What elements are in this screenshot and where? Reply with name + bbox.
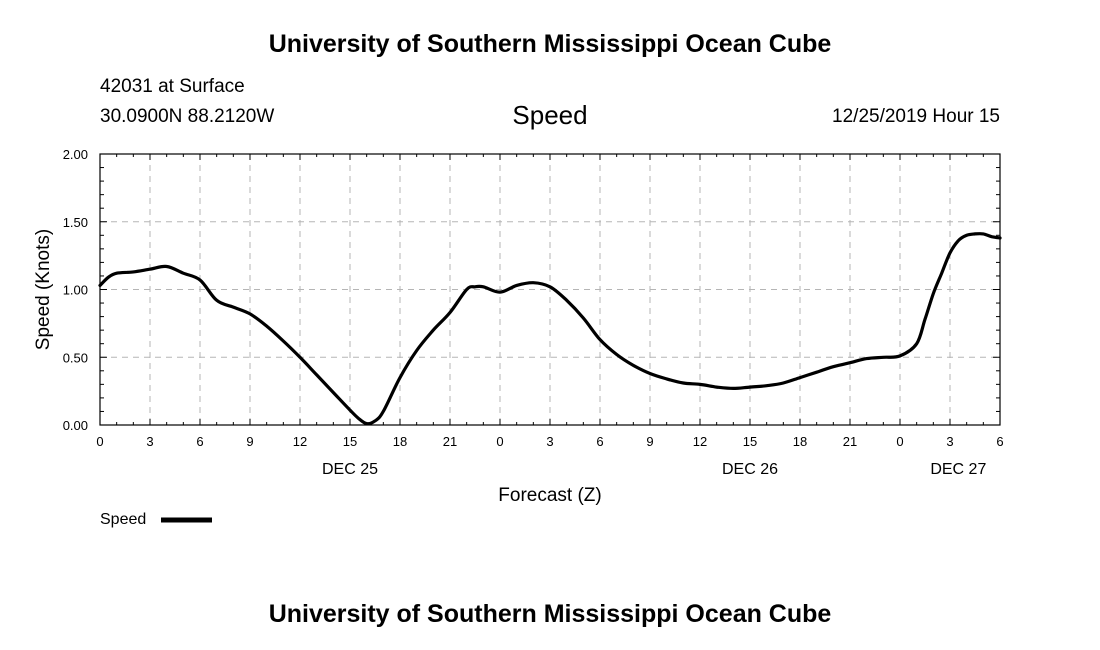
x-tick-label: 21: [843, 434, 857, 449]
y-tick-label: 0.00: [63, 418, 88, 433]
page-title: University of Southern Mississippi Ocean…: [268, 30, 832, 58]
y-tick-label: 1.50: [63, 215, 88, 230]
coordinates-label: 30.0900N 88.2120W: [100, 106, 275, 127]
x-tick-label: 15: [343, 434, 357, 449]
x-tick-label: 6: [196, 434, 203, 449]
x-tick-label: 3: [546, 434, 553, 449]
legend-label-speed: Speed: [100, 511, 146, 528]
axis-ticks: [99, 153, 1001, 426]
x-tick-label: 6: [996, 434, 1003, 449]
y-tick-label: 0.50: [63, 350, 88, 365]
series-line-speed: [98, 232, 1002, 426]
y-tick-label: 1.00: [63, 283, 88, 298]
footer-title: University of Southern Mississippi Ocean…: [268, 600, 832, 628]
timestamp-label: 12/25/2019 Hour 15: [832, 106, 1000, 127]
chart-title: Speed: [512, 100, 588, 130]
y-tick-label: 2.00: [63, 147, 88, 162]
x-tick-label: 9: [246, 434, 253, 449]
x-tick-label: 18: [793, 434, 807, 449]
day-label: DEC 27: [930, 461, 986, 478]
legend: Speed: [100, 511, 212, 528]
x-tick-label: 12: [293, 434, 307, 449]
x-tick-label: 18: [393, 434, 407, 449]
x-tick-label: 0: [96, 434, 103, 449]
x-tick-label: 3: [146, 434, 153, 449]
y-axis-title: Speed (Knots): [33, 229, 54, 350]
x-tick-label: 21: [443, 434, 457, 449]
x-axis-title: Forecast (Z): [498, 485, 601, 506]
day-label: DEC 26: [722, 461, 778, 478]
x-tick-label: 6: [596, 434, 603, 449]
day-label: DEC 25: [322, 461, 378, 478]
tick-labels: 0 3 6 9 12 15 18 21 0 3 6 9 12 15 18 21 0 3 6 0.00 0.50 1.00 1…: [63, 147, 1004, 478]
x-tick-label: 0: [896, 434, 903, 449]
x-tick-label: 15: [743, 434, 757, 449]
x-tick-label: 12: [693, 434, 707, 449]
x-tick-label: 3: [946, 434, 953, 449]
x-tick-label: 0: [496, 434, 503, 449]
grid-lines: [100, 154, 1000, 425]
station-label: 42031 at Surface: [100, 76, 245, 97]
x-tick-label: 9: [646, 434, 653, 449]
